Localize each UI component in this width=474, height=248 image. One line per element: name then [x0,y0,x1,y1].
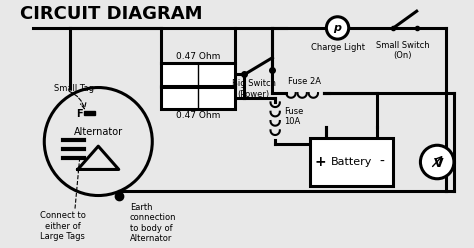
Circle shape [420,145,454,179]
Text: Small Tag: Small Tag [54,84,93,93]
Bar [84,111,95,116]
Text: V: V [434,157,444,170]
Text: Charge Light: Charge Light [310,43,365,52]
Text: p: p [334,23,342,33]
Text: Connect to
either of
Large Tags: Connect to either of Large Tags [40,211,86,241]
Text: +: + [315,155,327,169]
Text: F: F [76,109,83,119]
Text: Fuse
10A: Fuse 10A [284,107,304,126]
Text: 0.47 Ohm: 0.47 Ohm [176,52,220,62]
Text: CIRCUIT DIAGRAM: CIRCUIT DIAGRAM [20,5,202,23]
Text: Fuse 2A: Fuse 2A [289,77,321,86]
Circle shape [327,17,349,39]
Text: Battery: Battery [331,157,372,167]
Text: 0.47 Ohm: 0.47 Ohm [176,111,220,120]
Text: Alternator: Alternator [74,127,123,137]
Text: Big Switch
(Power): Big Switch (Power) [232,79,276,98]
Bar [161,63,235,86]
Text: -: - [380,155,385,169]
Text: Earth
connection
to body of
Alternator: Earth connection to body of Alternator [130,203,176,243]
Bar [161,87,235,109]
Bar [310,138,393,186]
Text: Small Switch
(On): Small Switch (On) [376,41,429,60]
